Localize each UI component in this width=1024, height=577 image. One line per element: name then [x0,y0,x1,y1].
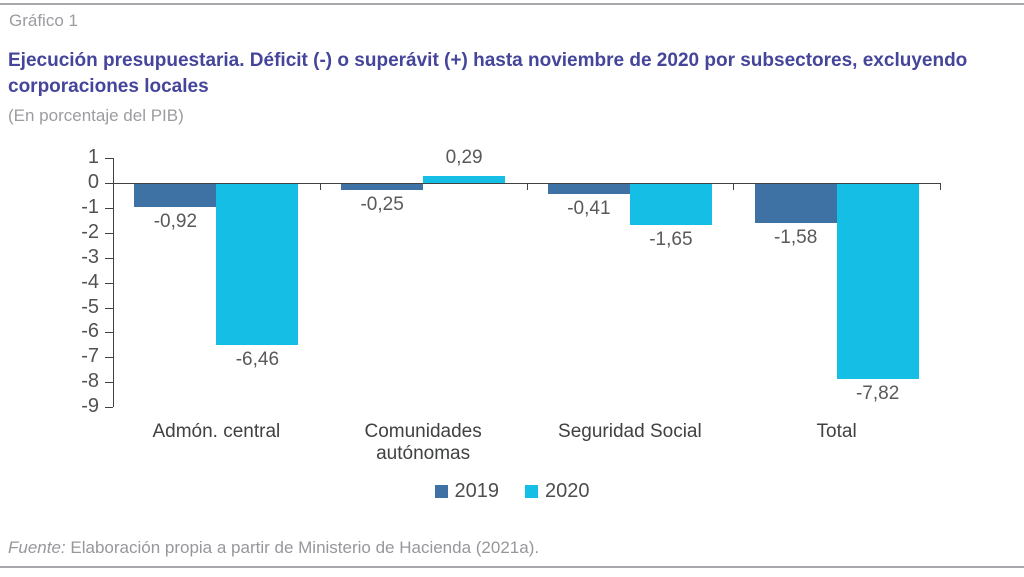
y-axis-tick [105,158,113,160]
y-axis-tick-label: -9 [81,395,99,418]
y-axis-tick [105,382,113,384]
bar-value-label: -6,46 [235,348,280,370]
x-axis-tick [733,183,735,190]
y-axis-tick [105,183,113,184]
bar-2019 [341,184,424,191]
bottom-divider [0,566,1024,568]
bar-value-label: -0,92 [153,210,198,232]
y-axis-tick [105,357,113,359]
y-axis-tick-label: 1 [87,146,99,169]
bar-2020 [423,175,506,183]
bar-value-label: -7,82 [855,382,900,404]
y-axis-tick [105,207,113,209]
y-axis-tick-label: -6 [81,320,99,343]
bar-2019 [134,184,217,207]
y-axis-line [113,158,114,408]
source-note: Fuente: Elaboración propia a partir de M… [8,538,539,558]
y-axis-tick [105,407,113,409]
x-axis-tick [526,183,528,190]
legend-swatch-2020 [525,485,538,498]
y-axis-tick [105,307,113,309]
y-axis-tick-label: -2 [81,220,99,243]
legend-label: 2020 [545,480,590,502]
bar-2020 [836,184,919,379]
bar-value-label: -1,65 [649,229,693,251]
bar-2020 [216,184,299,345]
category-label: Total [816,421,857,442]
y-axis-tick-label: -1 [81,195,99,218]
bar-2020 [629,184,712,226]
figure-subtitle: (En porcentaje del PIB) [8,106,184,125]
chart-legend: 2019 2020 [0,480,1024,503]
bar-2019 [547,184,630,195]
category-label: Seguridad Social [558,421,702,442]
figure-title: Ejecución presupuestaria. Déficit (-) o … [8,50,968,97]
figure-label: Gráfico 1 [9,11,78,30]
legend-label: 2019 [454,480,500,502]
x-axis-tick [940,183,941,190]
source-text: Elaboración propia a partir de Ministeri… [65,538,540,557]
legend-item-2020: 2020 [525,480,590,503]
category-label: Admón. central [152,421,281,442]
y-axis-tick-label: -4 [81,270,99,293]
y-axis-tick [105,282,113,284]
y-axis-tick-label: -7 [81,345,99,368]
category-label: Comunidades autónomas [364,421,482,464]
source-prefix: Fuente: [8,538,66,557]
y-axis-tick [105,257,113,259]
bar-2019 [754,184,837,224]
bar-value-label: -1,58 [773,227,818,249]
x-axis-tick [319,183,321,190]
bar-value-label: 0,29 [445,146,483,168]
top-divider [0,3,1024,5]
bar-value-label: -0,25 [360,194,404,216]
bar-value-label: -0,41 [567,198,611,220]
y-axis-tick [105,332,113,334]
y-axis-tick-label: 0 [87,171,99,193]
legend-item-2019: 2019 [434,480,500,503]
legend-swatch-2019 [434,485,448,498]
y-axis-tick-label: -5 [81,295,99,318]
y-axis-tick-label: -3 [81,245,99,268]
y-axis-tick-label: -8 [81,370,99,393]
y-axis-tick [105,232,113,234]
